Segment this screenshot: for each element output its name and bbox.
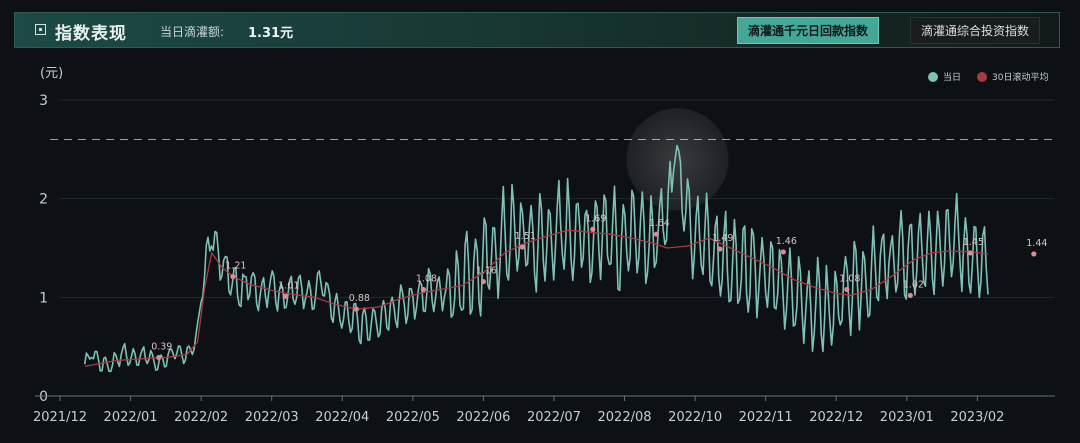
avg-data-label: 1.45 [963,237,984,248]
legend-current-label: 当日 [943,73,962,83]
x-tick-label: 2022/05 [386,410,440,425]
y-tick-label: 0 [39,389,48,405]
legend-average-label: 30日滚动平均 [992,73,1049,83]
x-tick-label: 2022/03 [245,410,299,425]
x-tick-label: 2022/08 [598,410,652,425]
avg-data-label: 0.39 [151,342,172,353]
avg-data-label: 1.51 [515,231,536,242]
tab-daily-index[interactable]: 滴灌通千元日回款指数 [737,17,880,44]
series-current-line [83,144,989,373]
series-average-line [84,229,989,368]
avg-data-point [653,231,659,237]
avg-data-label: 1.64 [649,218,670,229]
x-tick-label: 2022/04 [315,410,369,425]
avg-data-point [844,286,850,293]
avg-data-point [353,306,359,312]
x-tick-label: 2022/01 [104,410,158,425]
avg-data-point [283,293,289,299]
avg-data-point [590,226,596,232]
avg-data-label: 1.49 [712,233,733,244]
panel-header: 指数表现 当日滴灌额: 1.31元 滴灌通千元日回款指数 滴灌通综合投资指数 [14,12,1060,48]
avg-data-label: 1.44 [1026,238,1047,249]
page-title: 指数表现 [55,24,127,44]
avg-data-label: 1.46 [776,236,797,247]
legend-average-dot-icon [977,71,987,82]
x-tick-label: 2022/06 [456,410,510,425]
avg-data-point [230,274,236,280]
x-tick-label: 2022/11 [739,410,793,425]
avg-data-point [717,246,723,252]
daily-amount-label: 当日滴灌额: [160,25,225,39]
daily-amount-value: 1.31元 [248,26,294,41]
avg-data-point [519,244,525,250]
x-tick-label: 2022/10 [668,410,722,425]
line-chart: (元) 0 1 2 3 0.39 1.21 1.01 0.88 1.08 1.16 1.51 1.6… [33,66,1055,425]
y-tick-label: 2 [39,192,48,208]
avg-data-point [480,278,487,285]
avg-data-label: 1.21 [225,261,246,272]
avg-data-label: 1.08 [416,273,437,284]
avg-data-label: 1.01 [278,280,299,291]
avg-data-point [156,354,162,361]
avg-data-point [967,250,973,256]
avg-data-label: 1.69 [585,213,606,224]
y-axis-label: (元) [40,66,63,81]
avg-data-label: 1.08 [839,273,860,284]
legend-current-dot-icon [928,71,938,82]
avg-data-point [1031,251,1037,257]
avg-data-point [420,286,427,293]
peak-highlight-circle [626,108,729,211]
x-tick-label: 2023/02 [950,410,1004,425]
tab-composite-index[interactable]: 滴灌通综合投资指数 [910,17,1041,44]
avg-data-label: 1.16 [476,266,497,277]
y-tick-label: 1 [39,290,48,306]
legend-current[interactable]: 当日 [928,70,961,83]
avg-data-point [780,249,786,255]
x-tick-label: 2022/02 [174,410,228,425]
x-tick-label: 2023/01 [880,410,934,425]
avg-data-label: 1.02 [903,279,924,290]
legend-average[interactable]: 30日滚动平均 [977,70,1048,83]
x-tick-label: 2021/12 [33,410,87,425]
x-tick-label: 2022/07 [527,410,581,425]
avg-data-point [907,292,913,298]
y-tick-label: 3 [39,93,48,109]
x-tick-label: 2022/12 [809,410,863,425]
avg-data-label: 0.88 [349,293,370,304]
panel-square-icon [35,24,46,35]
